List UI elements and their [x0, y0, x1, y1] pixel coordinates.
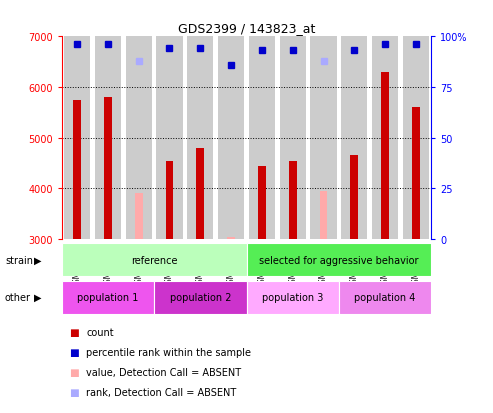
Bar: [166, 161, 174, 240]
Bar: [381, 73, 389, 240]
Text: ■: ■: [69, 367, 79, 377]
Bar: [351, 156, 358, 240]
Bar: [104, 98, 112, 240]
Bar: [246, 244, 431, 277]
Text: population 2: population 2: [170, 292, 231, 302]
Text: population 3: population 3: [262, 292, 323, 302]
Text: other: other: [5, 292, 31, 302]
Bar: [403, 37, 429, 240]
Title: GDS2399 / 143823_at: GDS2399 / 143823_at: [178, 21, 315, 35]
Bar: [135, 194, 142, 240]
Bar: [289, 161, 297, 240]
Text: strain: strain: [5, 255, 33, 265]
Text: value, Detection Call = ABSENT: value, Detection Call = ABSENT: [86, 367, 242, 377]
Text: reference: reference: [131, 255, 177, 265]
Text: selected for aggressive behavior: selected for aggressive behavior: [259, 255, 419, 265]
Bar: [249, 37, 275, 240]
Text: rank, Detection Call = ABSENT: rank, Detection Call = ABSENT: [86, 387, 237, 397]
Text: percentile rank within the sample: percentile rank within the sample: [86, 347, 251, 357]
Bar: [319, 192, 327, 240]
Bar: [341, 37, 367, 240]
Bar: [246, 281, 339, 314]
Text: ■: ■: [69, 387, 79, 397]
Bar: [372, 37, 398, 240]
Bar: [62, 244, 246, 277]
Bar: [311, 37, 337, 240]
Bar: [73, 100, 81, 240]
Bar: [187, 37, 213, 240]
Text: ■: ■: [69, 328, 79, 337]
Text: ■: ■: [69, 347, 79, 357]
Text: count: count: [86, 328, 114, 337]
Bar: [339, 281, 431, 314]
Text: ▶: ▶: [34, 292, 41, 302]
Bar: [258, 166, 266, 240]
Bar: [280, 37, 306, 240]
Text: population 4: population 4: [354, 292, 416, 302]
Bar: [154, 281, 246, 314]
Bar: [196, 148, 204, 240]
Bar: [95, 37, 121, 240]
Bar: [62, 281, 154, 314]
Bar: [412, 108, 420, 240]
Text: ▶: ▶: [34, 255, 41, 265]
Bar: [126, 37, 152, 240]
Text: population 1: population 1: [77, 292, 139, 302]
Bar: [156, 37, 182, 240]
Bar: [227, 237, 235, 240]
Bar: [218, 37, 244, 240]
Bar: [64, 37, 90, 240]
